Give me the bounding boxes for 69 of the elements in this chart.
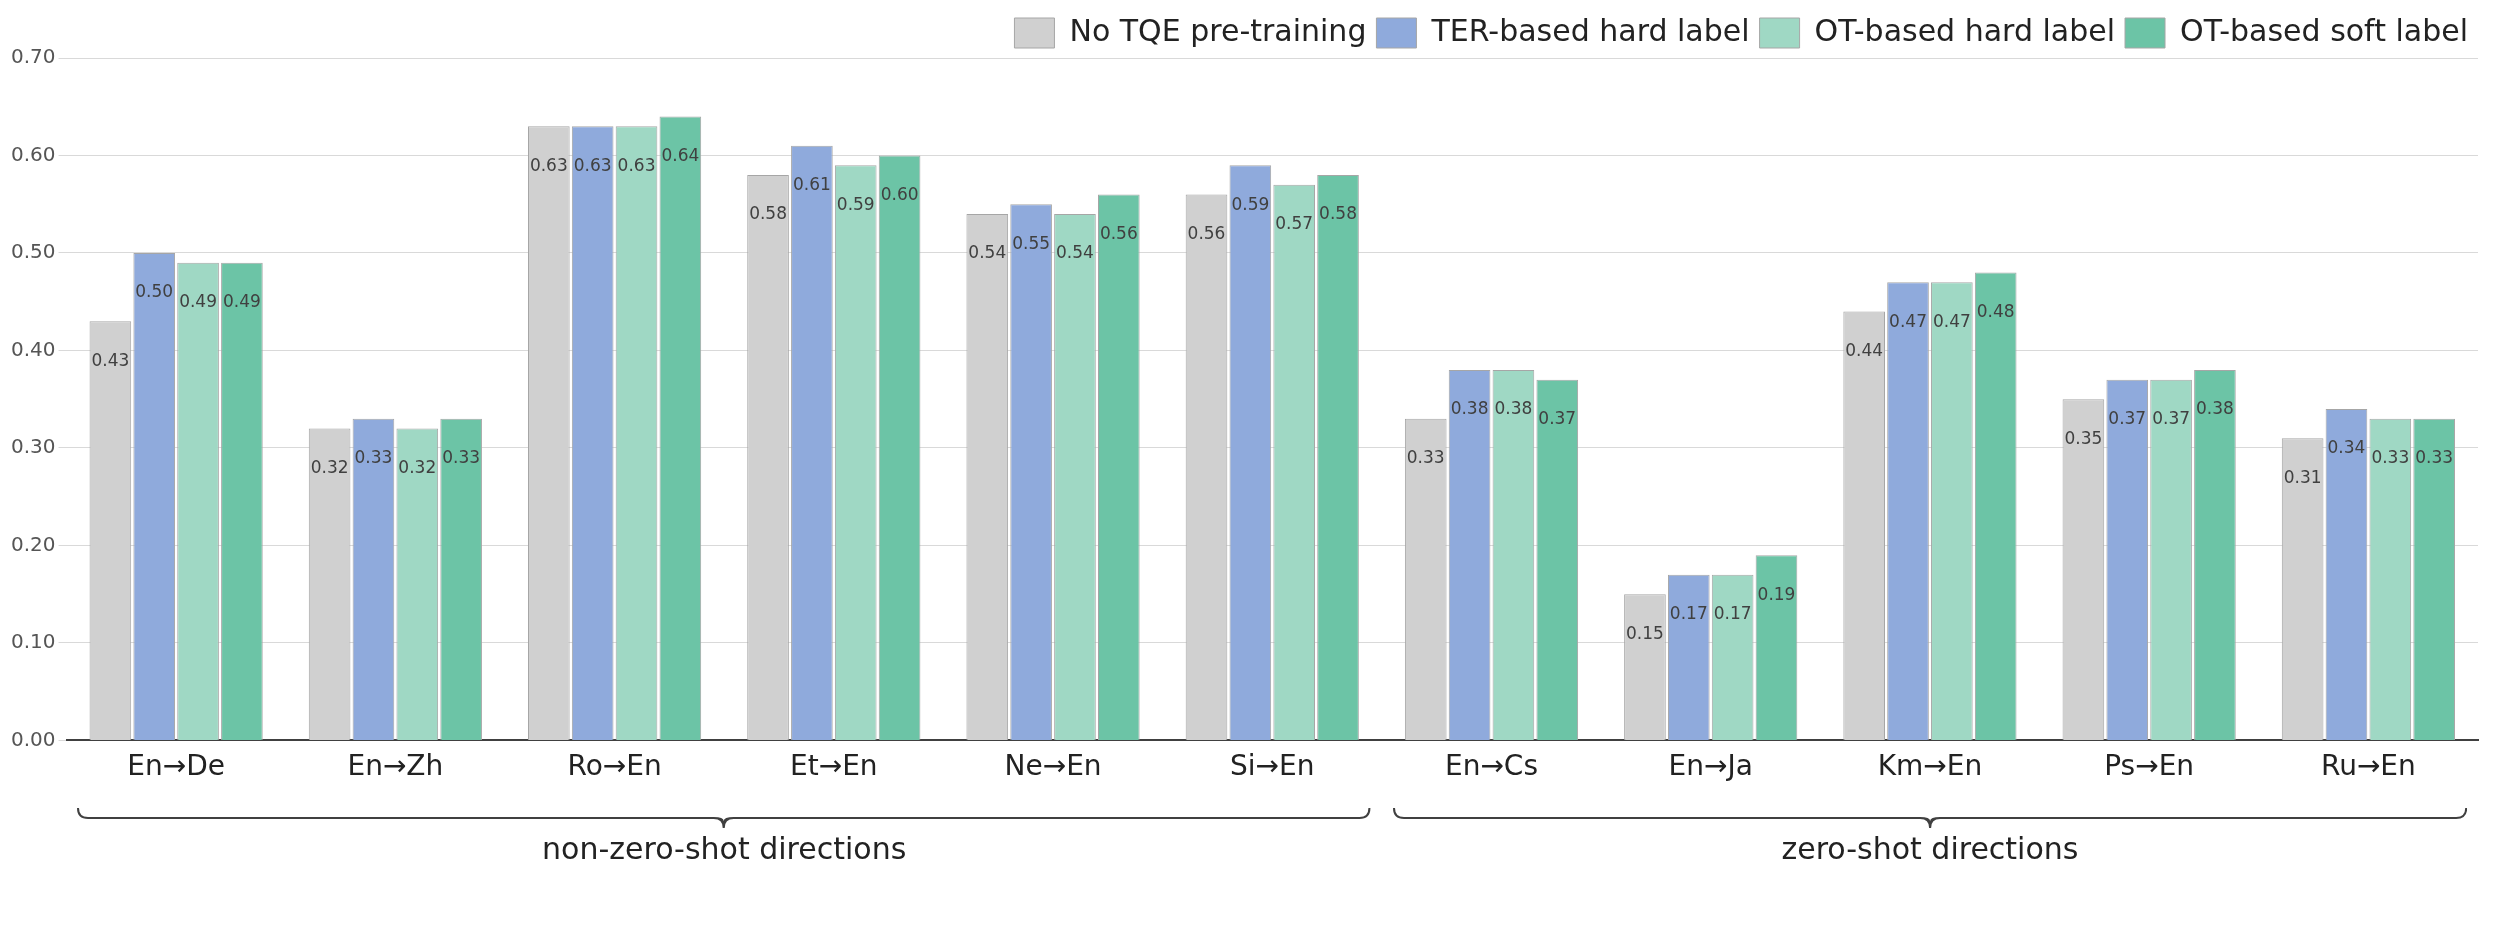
data-label: 0.56	[1187, 222, 1226, 243]
x-tick-label: Ru→En	[2320, 749, 2416, 783]
data-label: 0.33	[442, 447, 481, 468]
data-label: 0.50	[135, 281, 174, 302]
x-tick-label: Km→En	[1877, 749, 1983, 783]
y-tick-label: 0.40	[11, 336, 56, 361]
data-label: 0.38	[1494, 398, 1533, 419]
data-label: 0.56	[1099, 222, 1138, 243]
data-label: 0.33	[1406, 447, 1445, 468]
data-label: 0.55	[1012, 232, 1051, 253]
data-label: 0.49	[222, 291, 261, 312]
y-tick-label: 0.00	[11, 726, 56, 751]
data-label: 0.54	[1056, 242, 1094, 263]
data-label: 0.17	[1669, 603, 1708, 624]
data-label: 0.47	[1932, 310, 1971, 331]
data-label: 0.63	[573, 154, 612, 175]
data-label: 0.33	[2371, 447, 2410, 468]
x-tick-label: En→Ja	[1668, 749, 1753, 783]
y-tick-label: 0.60	[11, 141, 56, 166]
data-label: 0.37	[2152, 408, 2191, 429]
data-label: 0.35	[2064, 427, 2103, 448]
data-label: 0.32	[398, 456, 437, 477]
data-label: 0.57	[1275, 213, 1314, 234]
x-tick-label: En→De	[127, 749, 225, 783]
legend-label: OT-based hard label	[1814, 12, 2116, 48]
data-label: 0.17	[1713, 603, 1752, 624]
data-label: 0.31	[2283, 466, 2322, 487]
data-label: 0.43	[91, 349, 130, 370]
data-label: 0.47	[1889, 310, 1927, 331]
data-label: 0.37	[2108, 408, 2147, 429]
x-tick-label: Et→En	[790, 749, 878, 783]
data-label: 0.15	[1626, 622, 1664, 643]
data-label: 0.54	[968, 242, 1007, 263]
legend-label: OT-based soft label	[2180, 12, 2469, 48]
text: zero-shot directions	[1781, 831, 2079, 867]
data-label: 0.19	[1757, 583, 1796, 604]
x-tick-label: Si→En	[1230, 749, 1315, 783]
data-label: 0.37	[1538, 408, 1577, 429]
data-label: 0.63	[617, 154, 656, 175]
data-label: 0.33	[354, 447, 393, 468]
y-tick-label: 0.10	[11, 629, 56, 654]
data-label: 0.64	[661, 144, 700, 165]
data-label: 0.61	[792, 174, 831, 195]
text: non-zero-shot directions	[542, 831, 907, 867]
data-label: 0.32	[310, 456, 349, 477]
data-label: 0.59	[1231, 193, 1270, 214]
data-label: 0.63	[529, 154, 568, 175]
data-label: 0.48	[1976, 300, 2015, 321]
legend-label: TER-based hard label	[1430, 12, 1750, 48]
y-tick-label: 0.50	[11, 239, 56, 264]
data-label: 0.38	[1450, 398, 1489, 419]
data-label: 0.33	[2415, 447, 2454, 468]
data-label: 0.59	[836, 193, 875, 214]
data-label: 0.58	[1319, 203, 1357, 224]
x-tick-label: En→Zh	[347, 749, 444, 783]
data-label: 0.44	[1845, 339, 1884, 360]
x-tick-label: Ro→En	[567, 749, 662, 783]
x-tick-label: Ne→En	[1004, 749, 1102, 783]
y-tick-label: 0.70	[11, 44, 56, 69]
y-tick-label: 0.20	[11, 531, 56, 556]
data-label: 0.34	[2327, 437, 2366, 458]
x-tick-label: En→Cs	[1444, 749, 1539, 783]
data-label: 0.38	[2196, 398, 2234, 419]
y-tick-label: 0.30	[11, 434, 56, 459]
data-label: 0.60	[880, 183, 919, 204]
legend-label: No TQE pre-training	[1069, 12, 1367, 48]
data-label: 0.49	[179, 291, 217, 312]
data-label: 0.58	[749, 203, 787, 224]
x-tick-label: Ps→En	[2104, 749, 2195, 783]
